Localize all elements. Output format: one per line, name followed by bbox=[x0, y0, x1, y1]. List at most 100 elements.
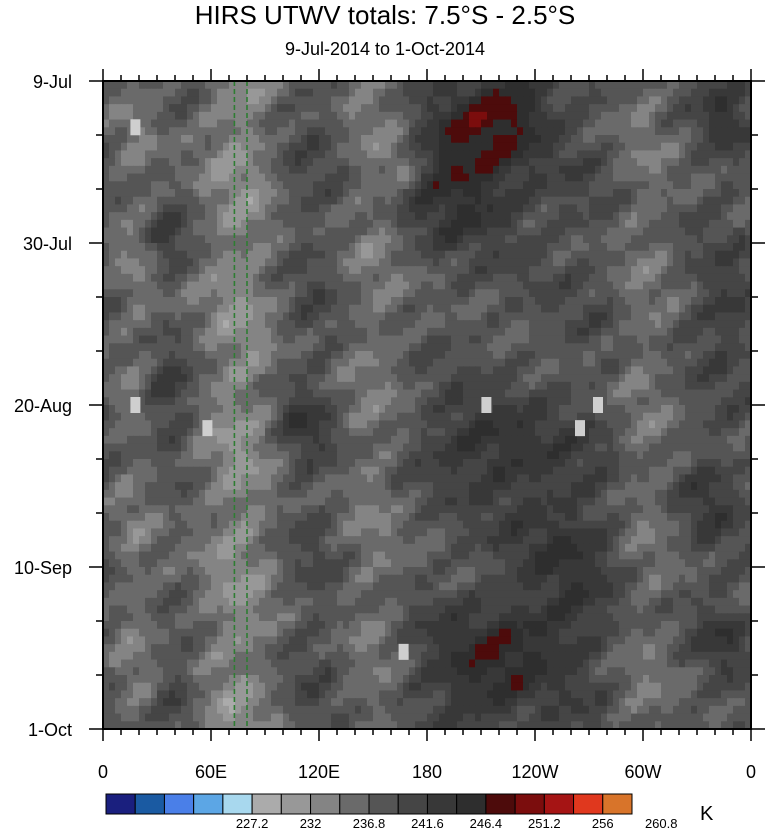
heatmap-cell bbox=[115, 412, 122, 422]
heatmap-cell bbox=[679, 304, 686, 314]
heatmap-cell bbox=[445, 389, 452, 398]
heatmap-cell bbox=[613, 335, 620, 344]
heatmap-cell bbox=[493, 327, 500, 337]
heatmap-cell bbox=[589, 428, 596, 437]
heatmap-cell bbox=[619, 281, 626, 290]
heatmap-cell bbox=[475, 142, 482, 152]
heatmap-cell bbox=[553, 243, 560, 252]
heatmap-cell bbox=[409, 273, 416, 283]
heatmap-cell bbox=[511, 320, 518, 329]
heatmap-cell bbox=[139, 266, 146, 275]
heatmap-cell bbox=[403, 96, 410, 105]
heatmap-cell bbox=[109, 212, 116, 221]
heatmap-cell bbox=[547, 204, 554, 213]
heatmap-cell bbox=[403, 312, 410, 321]
heatmap-cell bbox=[169, 219, 176, 229]
heatmap-cell bbox=[643, 127, 650, 136]
heatmap-cell bbox=[361, 405, 368, 414]
heatmap-cell bbox=[427, 158, 434, 167]
heatmap-cell bbox=[367, 173, 374, 182]
heatmap-cell bbox=[127, 250, 134, 260]
heatmap-cell bbox=[121, 150, 128, 159]
heatmap-cell bbox=[619, 358, 626, 368]
heatmap-cell bbox=[157, 96, 164, 105]
heatmap-cell bbox=[643, 250, 650, 260]
heatmap-cell bbox=[535, 289, 542, 298]
heatmap-cell bbox=[367, 389, 374, 398]
heatmap-cell bbox=[133, 150, 140, 159]
heatmap-cell bbox=[379, 320, 386, 329]
heatmap-cell bbox=[109, 412, 116, 422]
heatmap-cell bbox=[499, 420, 506, 429]
heatmap-cell bbox=[151, 104, 158, 113]
heatmap-cell bbox=[427, 320, 434, 329]
heatmap-cell bbox=[691, 88, 698, 98]
heatmap-cell bbox=[337, 320, 344, 329]
heatmap-cell bbox=[433, 150, 440, 159]
heatmap-cell bbox=[115, 150, 122, 159]
heatmap-cell bbox=[421, 320, 428, 329]
heatmap-cell bbox=[679, 204, 686, 213]
heatmap-cell bbox=[499, 428, 506, 437]
heatmap-cell bbox=[589, 135, 596, 144]
heatmap-cell bbox=[439, 405, 446, 414]
heatmap-cell bbox=[535, 243, 542, 252]
heatmap-cell bbox=[373, 304, 380, 314]
heatmap-cell bbox=[715, 81, 722, 90]
heatmap-cell bbox=[139, 227, 146, 236]
heatmap-cell bbox=[187, 351, 194, 360]
heatmap-cell bbox=[649, 358, 656, 368]
heatmap-cell bbox=[619, 289, 626, 298]
heatmap-cell bbox=[679, 258, 686, 267]
heatmap-cell bbox=[157, 88, 164, 98]
heatmap-cell bbox=[175, 374, 182, 383]
heatmap-cell bbox=[409, 297, 416, 306]
heatmap-cell bbox=[733, 312, 740, 321]
heatmap-cell bbox=[565, 358, 572, 368]
heatmap-cell bbox=[709, 281, 716, 290]
heatmap-cell bbox=[727, 104, 734, 113]
heatmap-cell bbox=[145, 212, 152, 221]
heatmap-cell bbox=[595, 158, 602, 167]
heatmap-cell bbox=[343, 304, 350, 314]
heatmap-cell bbox=[643, 366, 650, 375]
heatmap-cell bbox=[289, 320, 296, 329]
heatmap-cell bbox=[577, 351, 584, 360]
heatmap-cell bbox=[367, 96, 374, 105]
heatmap-cell bbox=[445, 212, 452, 221]
heatmap-cell bbox=[457, 219, 464, 229]
heatmap-cell bbox=[319, 135, 326, 144]
heatmap-cell bbox=[499, 335, 506, 344]
heatmap-cell bbox=[433, 428, 440, 437]
heatmap-cell bbox=[331, 165, 338, 175]
heatmap-cell bbox=[187, 405, 194, 414]
heatmap-cell bbox=[121, 389, 128, 398]
heatmap-cell bbox=[499, 366, 506, 375]
heatmap-cell bbox=[733, 127, 740, 136]
heatmap-cell bbox=[343, 258, 350, 267]
heatmap-cell bbox=[691, 343, 698, 352]
heatmap-cell bbox=[139, 181, 146, 190]
heatmap-cell bbox=[427, 219, 434, 229]
heatmap-cell bbox=[103, 389, 110, 398]
heatmap-cell bbox=[355, 96, 362, 105]
heatmap-cell bbox=[271, 250, 278, 260]
heatmap-cell bbox=[193, 104, 200, 113]
heatmap-cell bbox=[685, 312, 692, 321]
heatmap-cell bbox=[217, 243, 224, 252]
heatmap-cell bbox=[373, 297, 380, 306]
heatmap-cell bbox=[235, 405, 242, 414]
heatmap-cell bbox=[403, 266, 410, 275]
heatmap-cell bbox=[667, 235, 674, 244]
heatmap-cell bbox=[331, 227, 338, 236]
heatmap-cell bbox=[367, 374, 374, 383]
heatmap-cell bbox=[625, 181, 632, 190]
heatmap-cell bbox=[271, 273, 278, 283]
heatmap-cell bbox=[709, 204, 716, 213]
heatmap-cell bbox=[475, 258, 482, 267]
heatmap-cell bbox=[301, 142, 308, 152]
heatmap-cell bbox=[319, 389, 326, 398]
heatmap-cell bbox=[133, 258, 140, 267]
heatmap-cell bbox=[181, 273, 188, 283]
heatmap-cell bbox=[313, 412, 320, 422]
